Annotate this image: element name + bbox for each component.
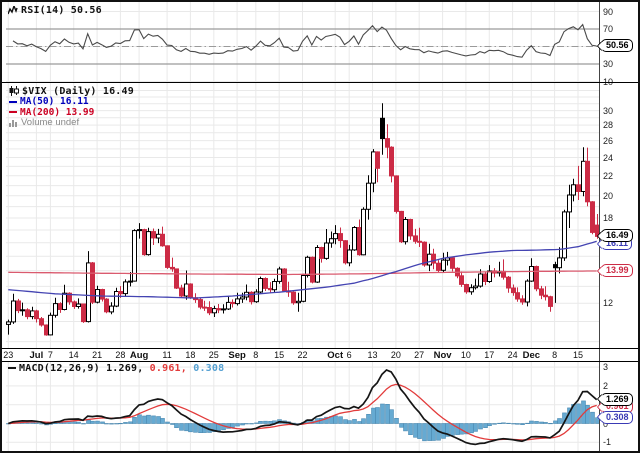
axis-tick-label: 28 xyxy=(603,120,614,131)
axis-tick-label: 30 xyxy=(603,105,614,116)
panel-separator xyxy=(2,82,638,83)
macd-signal-label: 0.961, xyxy=(149,362,187,374)
rsi-legend: RSI(14) 50.56 xyxy=(8,5,102,16)
axis-tick-label: 20 xyxy=(603,190,614,201)
macd-line-icon xyxy=(8,367,16,370)
date-tick-label: 25 xyxy=(208,350,219,360)
date-tick-label: 15 xyxy=(572,350,583,360)
macd-legend: MACD(12,26,9) 1.269, 0.961, 0.308 xyxy=(8,363,224,374)
indicator-icon xyxy=(8,5,18,15)
rsi-value-badge: 50.56 xyxy=(601,39,633,52)
axis-tick-label: 30 xyxy=(603,59,614,69)
macd-hist-label: 0.308 xyxy=(193,362,225,374)
date-tick-label: Dec xyxy=(522,350,541,361)
axis-tick-label: 3 xyxy=(603,362,609,373)
date-tick-label: 20 xyxy=(390,350,401,360)
price-plot xyxy=(6,83,600,348)
date-tick-label: 10 xyxy=(460,350,471,360)
rsi-plot xyxy=(6,2,599,82)
axis-tick-label: 24 xyxy=(603,152,614,163)
axis-tick-label: 90 xyxy=(603,6,614,17)
date-tick-label: 24 xyxy=(507,350,518,360)
date-tick-label: 8 xyxy=(552,350,558,360)
date-tick-label: 18 xyxy=(185,350,196,360)
panel-separator xyxy=(2,361,638,362)
plot-right-border xyxy=(599,2,600,451)
date-tick-label: 14 xyxy=(68,350,79,360)
macd-value-badge: 1.269 xyxy=(601,392,633,406)
axis-tick-label: 2 xyxy=(603,380,609,391)
date-tick-label: 17 xyxy=(484,350,495,360)
macd-plot xyxy=(6,362,600,451)
rsi-label: RSI(14) 50.56 xyxy=(21,4,102,16)
date-tick-label: Nov xyxy=(433,350,452,361)
date-tick-label: 13 xyxy=(367,350,378,360)
ma200-label: MA(200) 13.99 xyxy=(20,106,95,118)
date-tick-label: 8 xyxy=(253,350,259,360)
date-tick-label: 7 xyxy=(47,350,53,360)
date-tick-label: 6 xyxy=(346,350,352,360)
macd-label: MACD(12,26,9) 1.269, xyxy=(19,362,144,374)
candlestick-icon xyxy=(9,86,19,97)
date-tick-label: Jul xyxy=(29,350,44,361)
volume-icon xyxy=(9,119,17,127)
date-tick-label: Sep xyxy=(228,350,246,361)
ma50-line-icon xyxy=(9,100,17,103)
axis-tick-label: 10 xyxy=(603,77,637,87)
axis-tick-label: -1 xyxy=(603,437,612,448)
date-tick-label: 11 xyxy=(162,350,172,360)
date-tick-label: 15 xyxy=(274,350,285,360)
axis-tick-label: 18 xyxy=(603,213,614,223)
axis-tick-label: 26 xyxy=(603,135,614,146)
date-tick-label: 28 xyxy=(115,350,126,360)
axis-tick-label: 70 xyxy=(603,24,614,34)
axis-tick-label: 12 xyxy=(603,298,614,309)
date-tick-label: 23 xyxy=(3,350,14,360)
date-tick-label: 22 xyxy=(297,350,308,360)
panel-separator xyxy=(2,348,638,349)
date-tick-label: Oct xyxy=(327,350,344,361)
axis-tick-label: 22 xyxy=(603,170,614,181)
ma200-line-icon xyxy=(9,111,17,114)
date-tick-label: 27 xyxy=(414,350,425,360)
close-value-badge: 16.49 xyxy=(601,229,633,243)
date-tick-label: 21 xyxy=(92,350,103,360)
ma200-value-badge: 13.99 xyxy=(601,264,633,277)
date-tick-label: Aug xyxy=(129,350,149,361)
price-legend: $VIX (Daily) 16.49 MA(50) 16.11 MA(200) … xyxy=(9,86,134,128)
volume-label: Volume undef xyxy=(21,117,80,129)
symbol-title: $VIX (Daily) 16.49 xyxy=(22,85,134,97)
ma50-label: MA(50) 16.11 xyxy=(20,96,89,108)
hist-value-badge: 0.308 xyxy=(601,410,633,424)
